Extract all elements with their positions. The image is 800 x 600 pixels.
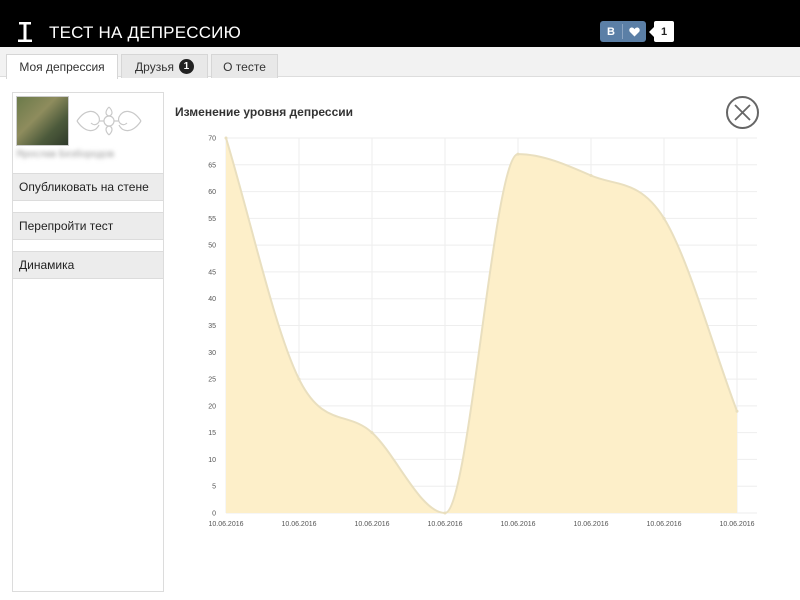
data-point[interactable] <box>735 409 739 413</box>
data-point[interactable] <box>224 136 228 140</box>
tab-my-depression[interactable]: Моя депрессия <box>6 54 118 79</box>
data-point[interactable] <box>297 377 301 381</box>
vk-like-button[interactable]: В <box>600 21 646 42</box>
app-logo-icon <box>18 22 32 42</box>
chart-area-series <box>224 136 739 515</box>
data-point[interactable] <box>370 431 374 435</box>
data-point[interactable] <box>589 174 593 177</box>
y-tick-label: 30 <box>208 350 216 357</box>
x-tick-label: 10.06.2016 <box>646 521 681 528</box>
vk-logo: В <box>607 25 615 38</box>
vk-like-count: 1 <box>654 21 674 42</box>
x-tick-label: 10.06.2016 <box>354 521 389 528</box>
y-tick-label: 65 <box>208 162 216 169</box>
y-tick-label: 15 <box>208 430 216 437</box>
tabs-bar: Моя депрессия Друзья 1 О тесте <box>0 47 800 79</box>
chart-title: Изменение уровня депрессии <box>175 105 354 119</box>
y-tick-label: 25 <box>208 377 216 384</box>
publish-on-wall-button[interactable]: Опубликовать на стене <box>13 173 163 201</box>
y-tick-label: 0 <box>212 511 216 518</box>
retake-test-button[interactable]: Перепройти тест <box>13 212 163 240</box>
tab-friends[interactable]: Друзья 1 <box>121 54 208 78</box>
y-tick-label: 5 <box>212 484 216 491</box>
ornament-decoration <box>76 106 142 136</box>
close-icon[interactable] <box>726 96 759 129</box>
y-tick-label: 60 <box>208 189 216 196</box>
x-tick-label: 10.06.2016 <box>208 521 243 528</box>
tab-label: Друзья <box>135 59 174 74</box>
avatar[interactable] <box>16 96 69 146</box>
vk-like-widget: В 1 <box>600 21 674 42</box>
y-tick-label: 40 <box>208 296 216 303</box>
app-title: ТЕСТ НА ДЕПРЕССИЮ <box>49 23 241 42</box>
x-tick-label: 10.06.2016 <box>719 521 754 528</box>
x-axis-ticks: 10.06.2016 10.06.2016 10.06.2016 10.06.2016… <box>208 521 754 528</box>
y-tick-label: 70 <box>208 136 216 143</box>
user-name[interactable]: Ярослав Безбородов <box>16 149 115 160</box>
y-tick-label: 35 <box>208 323 216 330</box>
data-point[interactable] <box>516 152 520 156</box>
data-point[interactable] <box>662 216 666 220</box>
tab-label: Моя депрессия <box>19 60 105 74</box>
y-tick-label: 10 <box>208 457 216 464</box>
tab-about[interactable]: О тесте <box>211 54 278 78</box>
y-tick-label: 20 <box>208 403 216 410</box>
data-point[interactable] <box>443 511 447 515</box>
vk-separator <box>622 24 623 39</box>
area-fill <box>226 138 737 513</box>
y-tick-label: 45 <box>208 269 216 276</box>
heart-icon <box>623 27 646 37</box>
x-tick-label: 10.06.2016 <box>281 521 316 528</box>
top-bar: ТЕСТ НА ДЕПРЕССИЮ В 1 <box>0 0 800 47</box>
x-tick-label: 10.06.2016 <box>500 521 535 528</box>
vk-like-count-wrap: 1 <box>649 21 674 42</box>
tab-label: О тесте <box>223 59 266 74</box>
dynamics-button[interactable]: Динамика <box>13 251 163 279</box>
y-tick-label: 55 <box>208 216 216 223</box>
x-tick-label: 10.06.2016 <box>427 521 462 528</box>
y-axis-ticks: 0 5 10 15 20 25 30 35 40 45 50 55 60 65 70 <box>208 136 216 518</box>
sidebar: Ярослав Безбородов Опубликовать на стене… <box>12 92 164 592</box>
x-tick-label: 10.06.2016 <box>573 521 608 528</box>
y-tick-label: 50 <box>208 243 216 250</box>
friends-count-badge: 1 <box>178 59 194 74</box>
